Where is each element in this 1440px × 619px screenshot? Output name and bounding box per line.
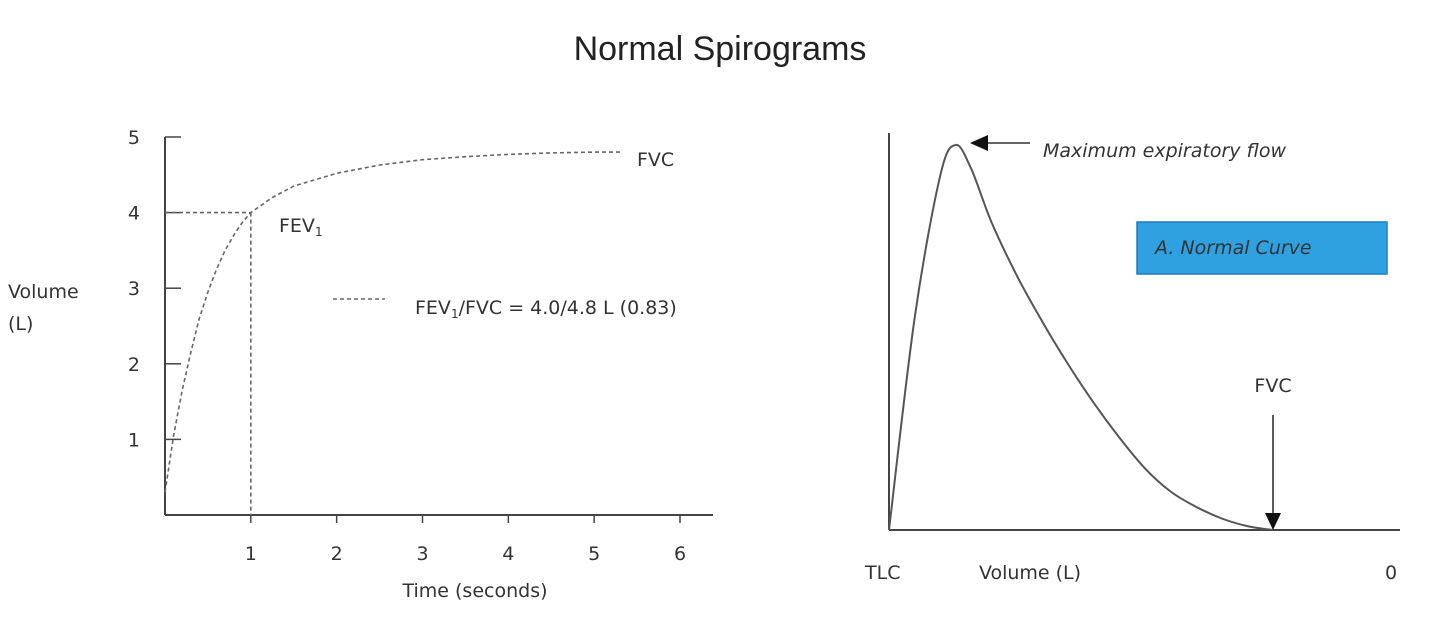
x-axis-label: Time (seconds) <box>401 580 547 602</box>
volume-time-curve <box>164 151 620 493</box>
page-title: Normal Spirograms <box>573 30 867 68</box>
flow-volume-chart: Maximum expiratory flow A. Normal Curve … <box>864 133 1400 584</box>
fvc-label: FVC <box>1254 375 1291 397</box>
y-axis-label: Volume <box>8 281 79 303</box>
y-tick-label: 3 <box>128 278 140 300</box>
y-tick-label: 5 <box>128 127 140 149</box>
zero-label: 0 <box>1385 562 1397 584</box>
tlc-label: TLC <box>864 562 900 584</box>
normal-curve-label: A. Normal Curve <box>1153 237 1312 259</box>
fev1-fvc-ratio-label: FEV1/FVC = 4.0/4.8 L (0.83) <box>415 297 677 321</box>
x-axis-label: Volume (L) <box>979 562 1081 584</box>
normal-curve-box <box>1136 221 1388 275</box>
fvc-arrow <box>1265 415 1281 530</box>
x-tick-label: 5 <box>588 543 600 565</box>
y-tick-label: 1 <box>128 429 140 451</box>
x-tick-label: 3 <box>416 543 428 565</box>
flow-volume-curve <box>888 143 1274 531</box>
x-tick-label: 2 <box>331 543 343 565</box>
peak-arrow <box>970 135 1030 151</box>
y-tick-label: 4 <box>128 203 140 225</box>
x-tick-label: 1 <box>245 543 257 565</box>
x-tick-label: 6 <box>674 543 686 565</box>
x-tick-label: 4 <box>502 543 514 565</box>
peak-flow-label: Maximum expiratory flow <box>1043 140 1286 162</box>
fvc-label: FVC <box>637 149 674 171</box>
y-tick-label: 2 <box>128 354 140 376</box>
volume-time-chart: 1 2 3 4 5 6 1 2 3 4 5 Volume (L) Time (seconds) F… <box>8 127 713 602</box>
y-axis-label-unit: (L) <box>8 313 33 335</box>
fev1-label: FEV1 <box>279 215 323 239</box>
